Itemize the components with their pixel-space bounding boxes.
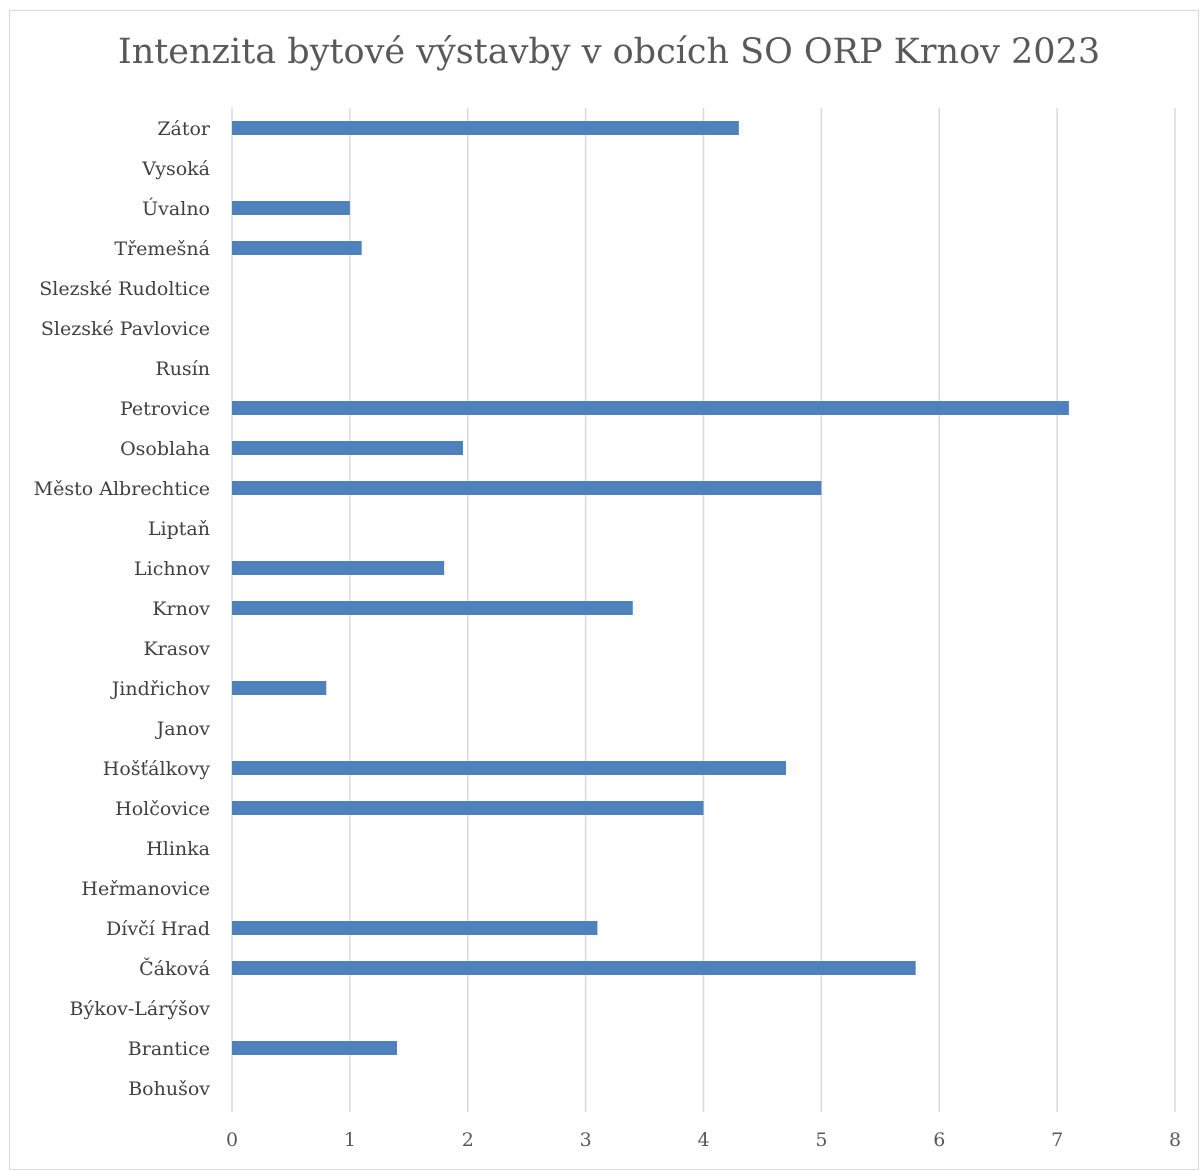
chart-frame xyxy=(9,10,1199,1170)
x-tick-label: 2 xyxy=(462,1129,474,1151)
category-label: Liptaň xyxy=(148,518,210,540)
category-label: Osoblaha xyxy=(120,438,210,460)
x-tick-label: 0 xyxy=(226,1129,238,1151)
x-tick-label: 7 xyxy=(1051,1129,1063,1151)
bar xyxy=(232,601,633,615)
bar xyxy=(232,441,464,455)
category-label: Třemešná xyxy=(114,238,210,260)
category-label: Rusín xyxy=(155,358,210,380)
category-label: Heřmanovice xyxy=(81,878,210,900)
category-labels: Zátor Vysoká Úvalno Třemešná Slezské Rudolti… xyxy=(34,118,211,1100)
category-label: Úvalno xyxy=(142,197,210,220)
x-tick-label: 4 xyxy=(697,1129,709,1151)
bar xyxy=(232,401,1069,415)
bar xyxy=(232,1041,398,1055)
bar xyxy=(232,961,916,975)
category-label: Janov xyxy=(155,718,211,740)
chart-title: Intenzita bytové výstavby v obcích SO OR… xyxy=(117,32,1101,72)
category-label: Hošťálkovy xyxy=(103,758,210,780)
category-label: Vysoká xyxy=(141,158,210,180)
bar xyxy=(232,681,327,695)
category-label: Krnov xyxy=(152,598,210,620)
category-label: Lichnov xyxy=(134,558,210,580)
bar xyxy=(232,561,445,575)
x-axis-tick-labels: 0 1 2 3 4 5 6 7 8 xyxy=(226,1129,1181,1151)
category-label: Holčovice xyxy=(115,798,210,820)
category-label: Bohušov xyxy=(128,1078,210,1100)
category-label: Čáková xyxy=(139,957,210,980)
category-label: Jindřichov xyxy=(110,678,211,700)
category-label: Slezské Pavlovice xyxy=(41,318,210,340)
bar xyxy=(232,201,350,215)
bar xyxy=(232,921,598,935)
category-label: Hlinka xyxy=(146,838,210,860)
bar xyxy=(232,121,739,135)
category-label: Dívčí Hrad xyxy=(106,918,210,940)
category-label: Zátor xyxy=(157,118,211,140)
x-tick-label: 8 xyxy=(1169,1129,1181,1151)
x-tick-label: 5 xyxy=(815,1129,827,1151)
x-tick-label: 6 xyxy=(933,1129,945,1151)
bars xyxy=(232,121,1069,1055)
category-label: Krasov xyxy=(143,638,210,660)
x-tick-label: 1 xyxy=(344,1129,356,1151)
x-tick-label: 3 xyxy=(580,1129,592,1151)
bar xyxy=(232,241,362,255)
bar xyxy=(232,801,704,815)
bar xyxy=(232,761,787,775)
category-label: Brantice xyxy=(128,1038,210,1060)
bar xyxy=(232,481,822,495)
category-label: Město Albrechtice xyxy=(34,478,210,500)
category-label: Petrovice xyxy=(120,398,210,420)
category-label: Slezské Rudoltice xyxy=(39,278,210,300)
category-label: Býkov-Lárýšov xyxy=(70,998,211,1020)
